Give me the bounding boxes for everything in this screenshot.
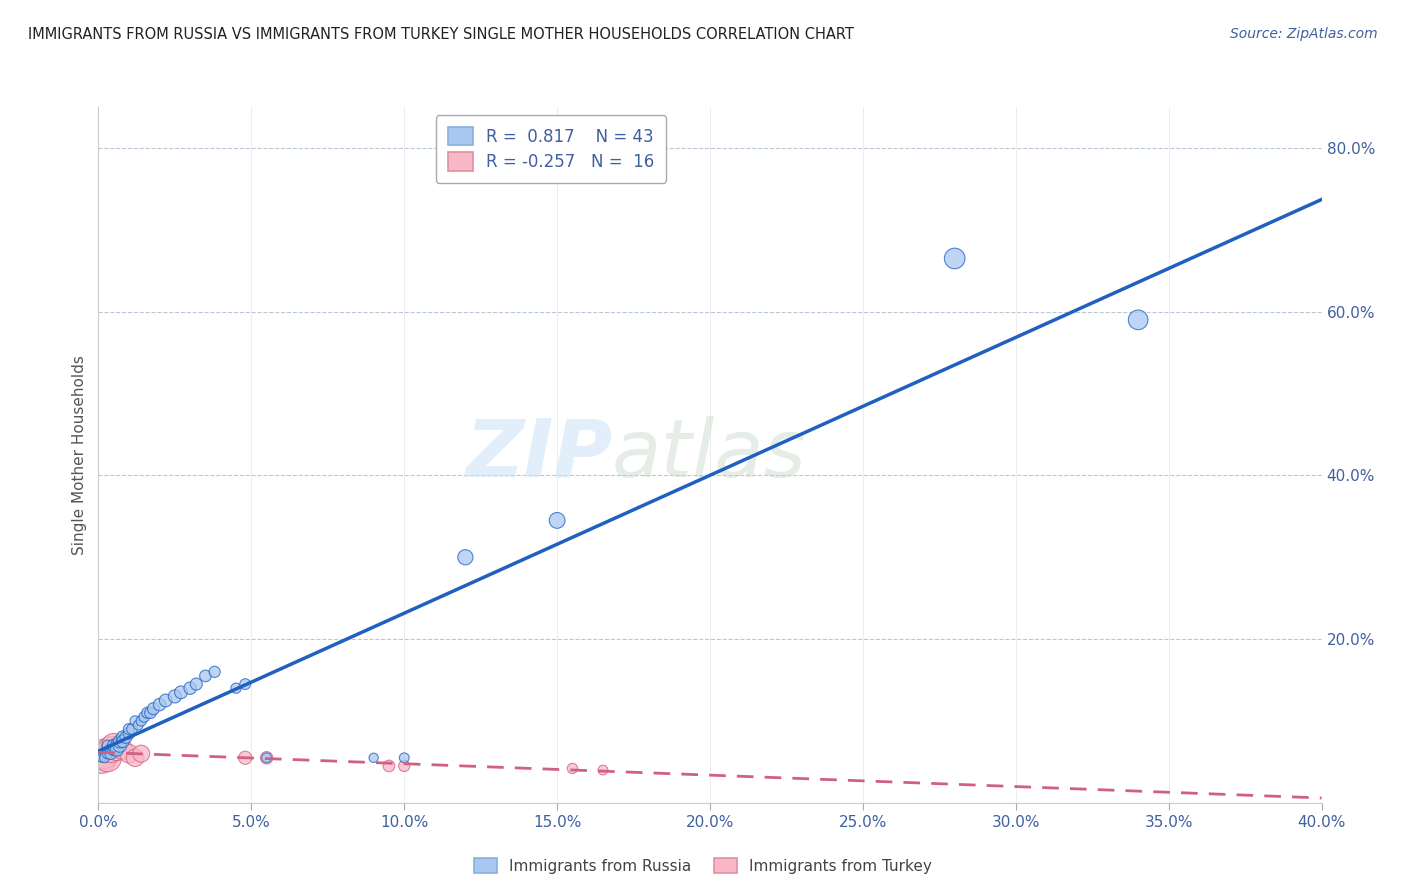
- Point: [129, 747, 152, 761]
- Point: [115, 731, 138, 745]
- Point: [97, 751, 120, 765]
- Point: [97, 747, 120, 761]
- Point: [233, 677, 256, 691]
- Y-axis label: Single Mother Households: Single Mother Households: [72, 355, 87, 555]
- Point: [943, 252, 966, 266]
- Point: [204, 665, 226, 679]
- Text: atlas: atlas: [612, 416, 807, 494]
- Point: [256, 751, 278, 765]
- Point: [100, 742, 122, 756]
- Point: [93, 747, 115, 761]
- Point: [179, 681, 201, 696]
- Point: [163, 690, 186, 704]
- Point: [592, 763, 614, 777]
- Point: [105, 739, 128, 753]
- Point: [124, 714, 146, 728]
- Point: [103, 739, 125, 753]
- Point: [233, 751, 256, 765]
- Point: [90, 751, 112, 765]
- Point: [105, 742, 128, 756]
- Point: [97, 739, 120, 753]
- Point: [100, 742, 122, 756]
- Point: [93, 747, 115, 761]
- Point: [1128, 313, 1150, 327]
- Point: [186, 677, 208, 691]
- Point: [103, 742, 125, 756]
- Point: [118, 722, 141, 736]
- Text: Source: ZipAtlas.com: Source: ZipAtlas.com: [1230, 27, 1378, 41]
- Point: [124, 751, 146, 765]
- Point: [100, 747, 122, 761]
- Point: [129, 714, 152, 728]
- Point: [108, 734, 131, 748]
- Point: [111, 742, 134, 756]
- Point: [136, 706, 159, 720]
- Point: [90, 751, 112, 765]
- Text: ZIP: ZIP: [465, 416, 612, 494]
- Point: [561, 761, 583, 775]
- Text: IMMIGRANTS FROM RUSSIA VS IMMIGRANTS FROM TURKEY SINGLE MOTHER HOUSEHOLDS CORREL: IMMIGRANTS FROM RUSSIA VS IMMIGRANTS FRO…: [28, 27, 853, 42]
- Point: [170, 685, 193, 699]
- Point: [111, 731, 134, 745]
- Point: [546, 513, 568, 527]
- Point: [139, 706, 162, 720]
- Point: [127, 718, 149, 732]
- Point: [363, 751, 385, 765]
- Point: [108, 739, 131, 753]
- Point: [134, 710, 156, 724]
- Point: [392, 751, 416, 765]
- Point: [118, 747, 141, 761]
- Point: [105, 742, 128, 756]
- Point: [149, 698, 172, 712]
- Point: [118, 726, 141, 740]
- Legend: R =  0.817    N = 43, R = -0.257   N =  16: R = 0.817 N = 43, R = -0.257 N = 16: [436, 115, 666, 183]
- Point: [142, 701, 165, 715]
- Point: [454, 550, 477, 565]
- Point: [93, 751, 115, 765]
- Point: [256, 751, 278, 765]
- Point: [378, 759, 401, 773]
- Point: [111, 734, 134, 748]
- Point: [392, 759, 416, 773]
- Point: [225, 681, 247, 696]
- Point: [121, 722, 143, 736]
- Legend: Immigrants from Russia, Immigrants from Turkey: Immigrants from Russia, Immigrants from …: [468, 852, 938, 880]
- Point: [194, 669, 217, 683]
- Point: [103, 739, 125, 753]
- Point: [155, 693, 177, 707]
